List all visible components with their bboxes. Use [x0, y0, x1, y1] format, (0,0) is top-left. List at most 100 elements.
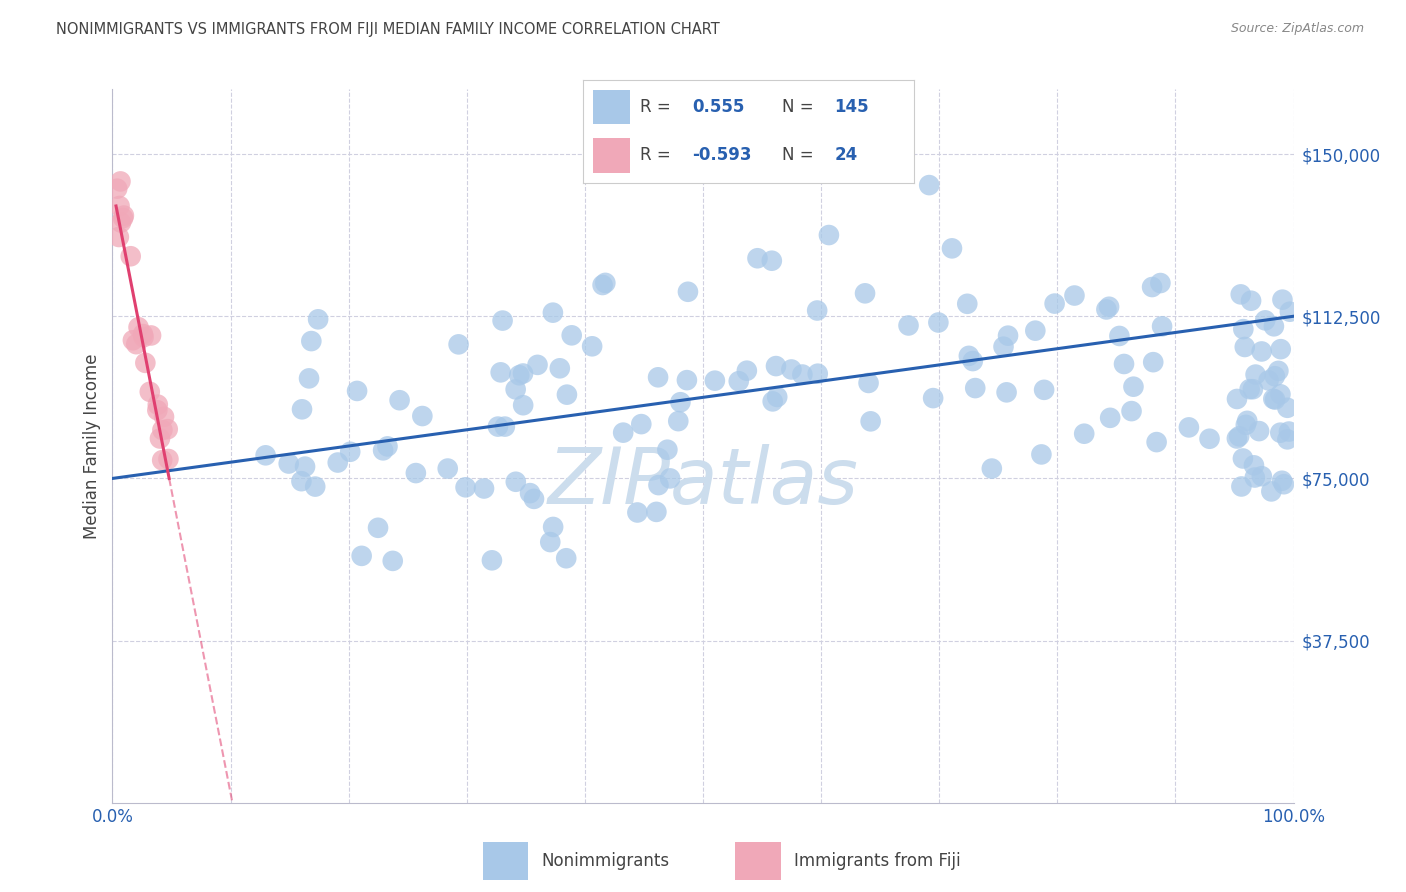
- Point: [1024, 324, 1046, 338]
- Text: R =: R =: [640, 146, 671, 164]
- Point: [1277, 401, 1299, 415]
- Point: [122, 333, 145, 347]
- Point: [519, 486, 541, 500]
- Point: [666, 414, 689, 428]
- Point: [489, 365, 512, 379]
- Point: [277, 457, 299, 471]
- Point: [157, 452, 180, 467]
- Point: [146, 403, 169, 417]
- Point: [1264, 369, 1286, 384]
- Point: [491, 313, 513, 327]
- Point: [922, 391, 945, 405]
- Point: [132, 330, 155, 344]
- Point: [291, 402, 314, 417]
- Point: [918, 178, 941, 193]
- Point: [1229, 287, 1251, 301]
- Point: [346, 384, 368, 398]
- Point: [1230, 479, 1253, 493]
- Point: [454, 480, 477, 494]
- Point: [1250, 344, 1272, 359]
- Point: [447, 337, 470, 351]
- Point: [139, 384, 162, 399]
- Point: [993, 340, 1015, 354]
- Point: [581, 339, 603, 353]
- Point: [1277, 433, 1299, 447]
- Point: [290, 474, 312, 488]
- Point: [538, 535, 561, 549]
- Point: [1240, 293, 1263, 308]
- Point: [1278, 425, 1301, 439]
- Text: 0.555: 0.555: [693, 98, 745, 116]
- Point: [1257, 374, 1279, 388]
- Point: [1063, 288, 1085, 302]
- Point: [350, 549, 373, 563]
- Point: [149, 432, 172, 446]
- Point: [1112, 357, 1135, 371]
- Point: [859, 414, 882, 428]
- Point: [1264, 392, 1286, 407]
- Point: [108, 199, 131, 213]
- Point: [1233, 340, 1256, 354]
- Point: [120, 249, 142, 263]
- Point: [304, 480, 326, 494]
- Point: [927, 316, 949, 330]
- Bar: [484, 842, 529, 880]
- Point: [1146, 435, 1168, 450]
- Text: NONIMMIGRANTS VS IMMIGRANTS FROM FIJI MEDIAN FAMILY INCOME CORRELATION CHART: NONIMMIGRANTS VS IMMIGRANTS FROM FIJI ME…: [56, 22, 720, 37]
- Y-axis label: Median Family Income: Median Family Income: [83, 353, 101, 539]
- Point: [1244, 368, 1267, 382]
- Point: [108, 230, 131, 244]
- Point: [505, 475, 527, 489]
- Point: [1121, 404, 1143, 418]
- Bar: [735, 842, 780, 880]
- Point: [505, 383, 527, 397]
- Point: [132, 327, 155, 342]
- Text: 24: 24: [835, 146, 858, 164]
- Point: [962, 354, 984, 368]
- Point: [254, 448, 277, 462]
- Point: [807, 367, 830, 381]
- Point: [592, 278, 614, 293]
- Point: [1232, 322, 1254, 336]
- Point: [1234, 417, 1257, 432]
- Point: [1236, 414, 1258, 428]
- Point: [626, 506, 648, 520]
- Text: N =: N =: [782, 146, 813, 164]
- Text: Source: ZipAtlas.com: Source: ZipAtlas.com: [1230, 22, 1364, 36]
- Point: [1140, 280, 1163, 294]
- Point: [1270, 425, 1292, 440]
- Bar: [593, 89, 630, 124]
- Text: 145: 145: [835, 98, 869, 116]
- Point: [146, 398, 169, 412]
- Point: [965, 381, 987, 395]
- Point: [1270, 342, 1292, 356]
- Text: ZIPatlas: ZIPatlas: [547, 443, 859, 520]
- Point: [1227, 429, 1250, 443]
- Point: [1073, 426, 1095, 441]
- Point: [897, 318, 920, 333]
- Point: [156, 422, 179, 436]
- Point: [139, 328, 162, 343]
- Point: [1098, 300, 1121, 314]
- Point: [110, 174, 132, 188]
- Point: [792, 368, 814, 382]
- Point: [657, 442, 679, 457]
- Point: [555, 387, 578, 401]
- Point: [766, 390, 789, 404]
- Point: [381, 554, 404, 568]
- Point: [481, 553, 503, 567]
- Point: [1178, 420, 1201, 434]
- Point: [761, 253, 783, 268]
- Point: [541, 520, 564, 534]
- Point: [134, 356, 156, 370]
- Text: Nonimmigrants: Nonimmigrants: [541, 852, 669, 870]
- Point: [1241, 382, 1264, 396]
- Point: [1271, 474, 1294, 488]
- Point: [647, 478, 669, 492]
- Point: [405, 466, 427, 480]
- Point: [523, 491, 546, 506]
- Point: [299, 334, 322, 348]
- Point: [1198, 432, 1220, 446]
- Point: [388, 393, 411, 408]
- Point: [298, 371, 321, 385]
